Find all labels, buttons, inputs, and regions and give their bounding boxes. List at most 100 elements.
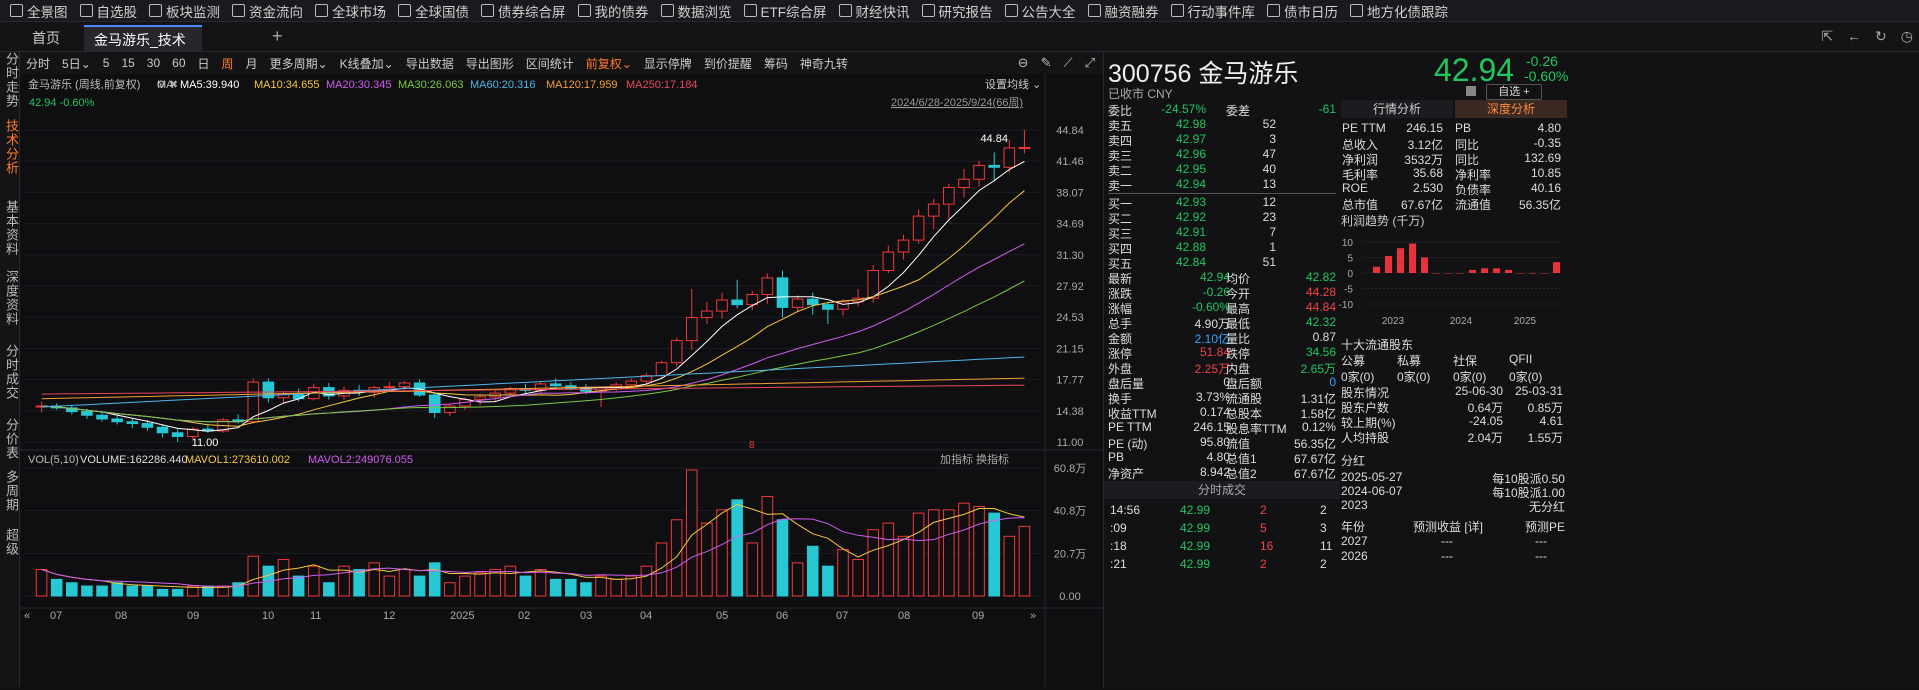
candle-body[interactable] (958, 178, 970, 189)
nav-item-9[interactable]: ETF综合屏 (738, 0, 833, 21)
nav-item-13[interactable]: 融资融券 (1082, 0, 1165, 21)
chart-toolbar-item-3[interactable]: 15 (121, 56, 135, 70)
zoom-icon[interactable]: ⊖ (1017, 55, 1029, 70)
chart-toolbar-item-15[interactable]: 显示停牌 (643, 56, 692, 71)
add-tab-icon[interactable]: + (272, 26, 283, 46)
candle-body[interactable] (927, 203, 940, 217)
left-menu-item-6[interactable]: 多周期 (4, 470, 19, 512)
nav-item-5[interactable]: 全球国债 (392, 0, 475, 21)
candle-body[interactable] (791, 298, 804, 308)
chart-settings-icon[interactable]: ⚙ ✖ (156, 79, 178, 91)
candle-body[interactable] (81, 411, 93, 416)
candle-body[interactable] (428, 394, 441, 413)
chart-toolbar-item-11[interactable]: 导出数据 (405, 56, 454, 71)
candle-body[interactable] (292, 393, 305, 400)
candle-body[interactable] (640, 375, 653, 382)
fullscreen-icon[interactable]: ⤢ (1084, 55, 1095, 70)
event-marker[interactable]: 8 (749, 440, 755, 451)
candle-body[interactable] (731, 299, 743, 306)
candle-body[interactable] (156, 426, 169, 434)
left-menu-item-3[interactable]: 深度资料 (4, 270, 19, 326)
candle-body[interactable] (262, 381, 275, 399)
pen-icon[interactable]: ⟋ (1063, 55, 1073, 70)
nav-item-11[interactable]: 研究报告 (916, 0, 999, 21)
left-menu-item-1[interactable]: 技术分析 (4, 119, 19, 175)
pin-icon[interactable] (1466, 86, 1476, 96)
nav-item-8[interactable]: 数据浏览 (655, 0, 738, 21)
nav-item-14[interactable]: 行动事件库 (1165, 0, 1262, 21)
chart-toolbar-item-10[interactable]: K线叠加⌄ (339, 56, 394, 71)
tab-home[interactable]: 首页 (32, 30, 60, 46)
candle-body[interactable] (126, 421, 139, 425)
candle-body[interactable] (837, 301, 849, 310)
nav-item-3[interactable]: 资金流向 (226, 0, 309, 21)
chart-area[interactable]: 金马游乐 (周线,前复权) ⚙ ✖ MA MA5:39.940 MA10:34.655 M… (20, 74, 1103, 687)
candle-body[interactable] (171, 432, 184, 437)
candle-body[interactable] (398, 382, 411, 388)
chart-toolbar-item-12[interactable]: 导出图形 (465, 56, 514, 71)
candle-body[interactable] (186, 428, 199, 437)
candle-body[interactable] (383, 386, 396, 389)
candle-body[interactable] (685, 317, 698, 342)
refresh-icon[interactable]: ↻ (1875, 28, 1887, 44)
candle-body[interactable] (549, 383, 562, 387)
indicator-controls[interactable]: 加指标 换指标 (940, 452, 1009, 466)
candle-body[interactable] (444, 405, 456, 413)
chart-toolbar-item-14[interactable]: 前复权⌄ (585, 56, 632, 71)
kline-chart-svg[interactable]: 金马游乐 (周线,前复权) ⚙ ✖MA MA5:39.940 MA10:34.655 M… (20, 74, 1103, 687)
candle-body[interactable] (580, 388, 592, 392)
back-icon[interactable]: ← (1847, 28, 1862, 44)
candle-body[interactable] (66, 407, 78, 413)
chart-toolbar-item-2[interactable]: 5 (102, 56, 110, 70)
tab-deep-analysis[interactable]: 深度分析 (1455, 100, 1567, 118)
candle-body[interactable] (141, 423, 154, 428)
candle-body[interactable] (96, 414, 108, 420)
scroll-left-icon[interactable]: « (24, 610, 30, 622)
tab-technical-analysis[interactable]: 金马游乐_技术分析 (84, 25, 202, 74)
candle-body[interactable] (701, 310, 713, 319)
candle-body[interactable] (716, 299, 728, 312)
export-icon[interactable]: ⇱ (1821, 28, 1834, 44)
candle-body[interactable] (1018, 147, 1031, 150)
candle-body[interactable] (988, 164, 1000, 168)
candle-body[interactable] (1003, 147, 1016, 168)
nav-item-1[interactable]: 自选股 (74, 0, 144, 21)
chart-toolbar-item-13[interactable]: 区间统计 (525, 56, 574, 71)
chart-toolbar-item-0[interactable]: 分时 (26, 56, 51, 71)
candle-body[interactable] (912, 215, 925, 241)
chart-toolbar-item-18[interactable]: 神奇九转 (799, 56, 848, 71)
left-menu-item-4[interactable]: 分时成交 (4, 344, 19, 400)
left-menu-item-2[interactable]: 基本资料 (4, 200, 19, 256)
add-watchlist-button[interactable]: 自选 + (1486, 84, 1542, 100)
chart-toolbar-item-8[interactable]: 月 (245, 56, 258, 71)
nav-item-10[interactable]: 财经快讯 (833, 0, 916, 21)
candle-body[interactable] (943, 187, 955, 205)
candle-body[interactable] (806, 298, 819, 306)
chart-toolbar-item-5[interactable]: 60 (172, 56, 186, 70)
candle-body[interactable] (670, 340, 683, 364)
nav-item-15[interactable]: 债市日历 (1261, 0, 1344, 21)
candle-body[interactable] (111, 418, 123, 423)
nav-item-2[interactable]: 板块监测 (143, 0, 226, 21)
nav-item-12[interactable]: 公告大全 (999, 0, 1082, 21)
candle-body[interactable] (822, 304, 834, 310)
nav-item-16[interactable]: 地方化债跟踪 (1344, 0, 1454, 21)
chart-toolbar-item-17[interactable]: 筹码 (763, 56, 788, 71)
draw-icon[interactable]: ✎ (1040, 55, 1052, 70)
range-label[interactable]: 2024/6/28-2025/9/24(66周) (891, 96, 1023, 109)
chart-toolbar-item-16[interactable]: 到价提醒 (703, 56, 752, 71)
candle-body[interactable] (474, 396, 486, 401)
candle-body[interactable] (776, 277, 789, 308)
nav-item-4[interactable]: 全球市场 (309, 0, 392, 21)
candle-body[interactable] (761, 277, 774, 295)
nav-item-0[interactable]: 全景图 (4, 0, 74, 21)
nav-item-7[interactable]: 我的债券 (572, 0, 655, 21)
candle-body[interactable] (247, 381, 260, 423)
candle-body[interactable] (655, 362, 668, 377)
chart-toolbar-item-4[interactable]: 30 (146, 56, 161, 70)
scroll-right-icon[interactable]: » (1030, 610, 1036, 622)
left-menu-item-0[interactable]: 分时走势 (4, 52, 19, 108)
candle-body[interactable] (625, 380, 638, 386)
tab-market-analysis[interactable]: 行情分析 (1341, 100, 1453, 118)
ma-setting-button[interactable]: 设置均线 ⌄ (985, 77, 1041, 91)
